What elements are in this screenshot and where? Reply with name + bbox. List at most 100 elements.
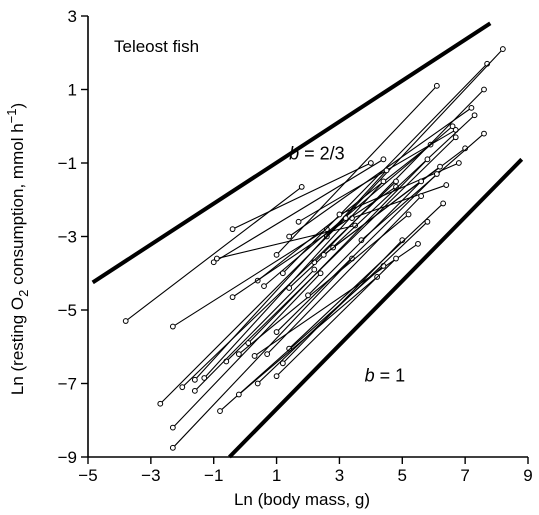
series-30 bbox=[264, 193, 425, 358]
data-point bbox=[320, 251, 327, 258]
series-line bbox=[361, 133, 485, 241]
data-point bbox=[424, 218, 431, 225]
data-point bbox=[305, 292, 311, 299]
series-line bbox=[288, 114, 475, 289]
reference-line-label-1: b = 2/3 bbox=[289, 143, 345, 163]
series-line bbox=[276, 173, 438, 333]
data-point bbox=[336, 211, 343, 218]
series-38 bbox=[169, 270, 324, 431]
data-point bbox=[273, 329, 280, 335]
reference-lines: b = 2/3b = 1 bbox=[91, 21, 524, 459]
y-tick-label: 3 bbox=[68, 7, 77, 26]
x-tick-label: 1 bbox=[272, 466, 281, 485]
series-15 bbox=[323, 46, 506, 240]
slope-value: = 1 bbox=[375, 366, 406, 386]
data-point bbox=[217, 408, 223, 414]
data-point bbox=[254, 380, 261, 387]
slope-symbol: b bbox=[289, 143, 299, 163]
data-point bbox=[418, 193, 425, 199]
series-39 bbox=[305, 178, 425, 299]
y-axis-title-suffix: ) bbox=[8, 103, 27, 109]
x-axis-title: Ln (body mass, g) bbox=[234, 490, 370, 509]
data-point bbox=[179, 384, 186, 391]
data-point bbox=[201, 375, 208, 381]
series-line bbox=[288, 203, 444, 349]
series-line bbox=[232, 162, 372, 230]
data-point bbox=[279, 360, 286, 367]
data-point bbox=[317, 270, 324, 277]
x-tick-label: 7 bbox=[460, 466, 469, 485]
series-4 bbox=[229, 160, 374, 233]
series-line bbox=[232, 186, 397, 298]
data-point bbox=[393, 255, 399, 262]
data-point bbox=[229, 294, 236, 301]
series-line bbox=[172, 258, 353, 449]
data-point bbox=[273, 251, 280, 258]
data-point bbox=[229, 226, 236, 233]
series-line bbox=[247, 158, 428, 344]
series-3 bbox=[210, 156, 387, 266]
data-point bbox=[295, 218, 302, 225]
reference-line-1 bbox=[91, 21, 492, 285]
x-tick-label: −5 bbox=[78, 466, 97, 485]
data-point bbox=[213, 255, 220, 262]
x-tick-label: 9 bbox=[523, 466, 532, 485]
series-26 bbox=[223, 134, 459, 365]
y-tick-label: −1 bbox=[58, 154, 77, 173]
data-point bbox=[393, 178, 399, 185]
data-point bbox=[311, 266, 318, 273]
data-point bbox=[223, 358, 230, 365]
series-line bbox=[276, 258, 397, 377]
series-line bbox=[125, 186, 303, 322]
data-point bbox=[449, 123, 456, 130]
data-point bbox=[279, 270, 286, 277]
y-axis-title: Ln (resting O2 consumption, mmol h−1) bbox=[4, 103, 31, 395]
data-point bbox=[468, 104, 475, 111]
data-point bbox=[424, 156, 431, 163]
series-37 bbox=[273, 255, 399, 380]
data-point bbox=[481, 130, 487, 137]
series-18 bbox=[358, 130, 487, 244]
y-axis-title-prefix: Ln (resting O bbox=[8, 297, 27, 395]
axes: −5 −3 −1 1 3 5 7 9 −9 −7 −5 −3 −1 1 3 bbox=[58, 7, 533, 485]
y-axis-title-middle: consumption, mmol h bbox=[8, 123, 27, 289]
series-7 bbox=[229, 183, 399, 301]
series-33 bbox=[286, 200, 447, 352]
series-25 bbox=[201, 178, 387, 381]
data-point bbox=[157, 400, 164, 407]
series-line bbox=[172, 228, 328, 328]
data-point bbox=[358, 237, 365, 244]
data-point bbox=[499, 46, 506, 52]
series-29 bbox=[251, 240, 421, 359]
series-24 bbox=[191, 167, 390, 383]
series-line bbox=[194, 269, 315, 392]
y-axis-title-superscript: −1 bbox=[4, 109, 19, 124]
series-40 bbox=[191, 266, 318, 394]
data-point bbox=[264, 351, 271, 358]
y-tick-label: −5 bbox=[58, 301, 77, 320]
series-line bbox=[254, 243, 419, 357]
data-point bbox=[437, 163, 443, 170]
data-point bbox=[210, 259, 217, 266]
series-line bbox=[351, 184, 447, 219]
reference-line-label-2: b = 1 bbox=[365, 366, 406, 386]
series-line bbox=[225, 136, 457, 362]
x-tick-label: 5 bbox=[398, 466, 407, 485]
reference-line-2 bbox=[228, 157, 524, 459]
y-tick-label: 1 bbox=[68, 81, 77, 100]
series-28 bbox=[245, 156, 431, 346]
slope-value: = 2/3 bbox=[299, 143, 345, 163]
data-point bbox=[452, 134, 459, 141]
series-line bbox=[213, 158, 384, 263]
labels: Teleost fish Ln (body mass, g) Ln (resti… bbox=[4, 37, 370, 509]
y-tick-label: −7 bbox=[58, 375, 77, 394]
x-tick-label: 3 bbox=[335, 466, 344, 485]
series-13 bbox=[311, 86, 487, 266]
panel-label: Teleost fish bbox=[114, 37, 199, 56]
y-axis-title-subscript: 2 bbox=[16, 290, 31, 297]
y-tick-label: −9 bbox=[58, 448, 77, 467]
data-series bbox=[122, 46, 506, 451]
series-line bbox=[288, 107, 472, 237]
x-tick-label: −1 bbox=[204, 466, 223, 485]
